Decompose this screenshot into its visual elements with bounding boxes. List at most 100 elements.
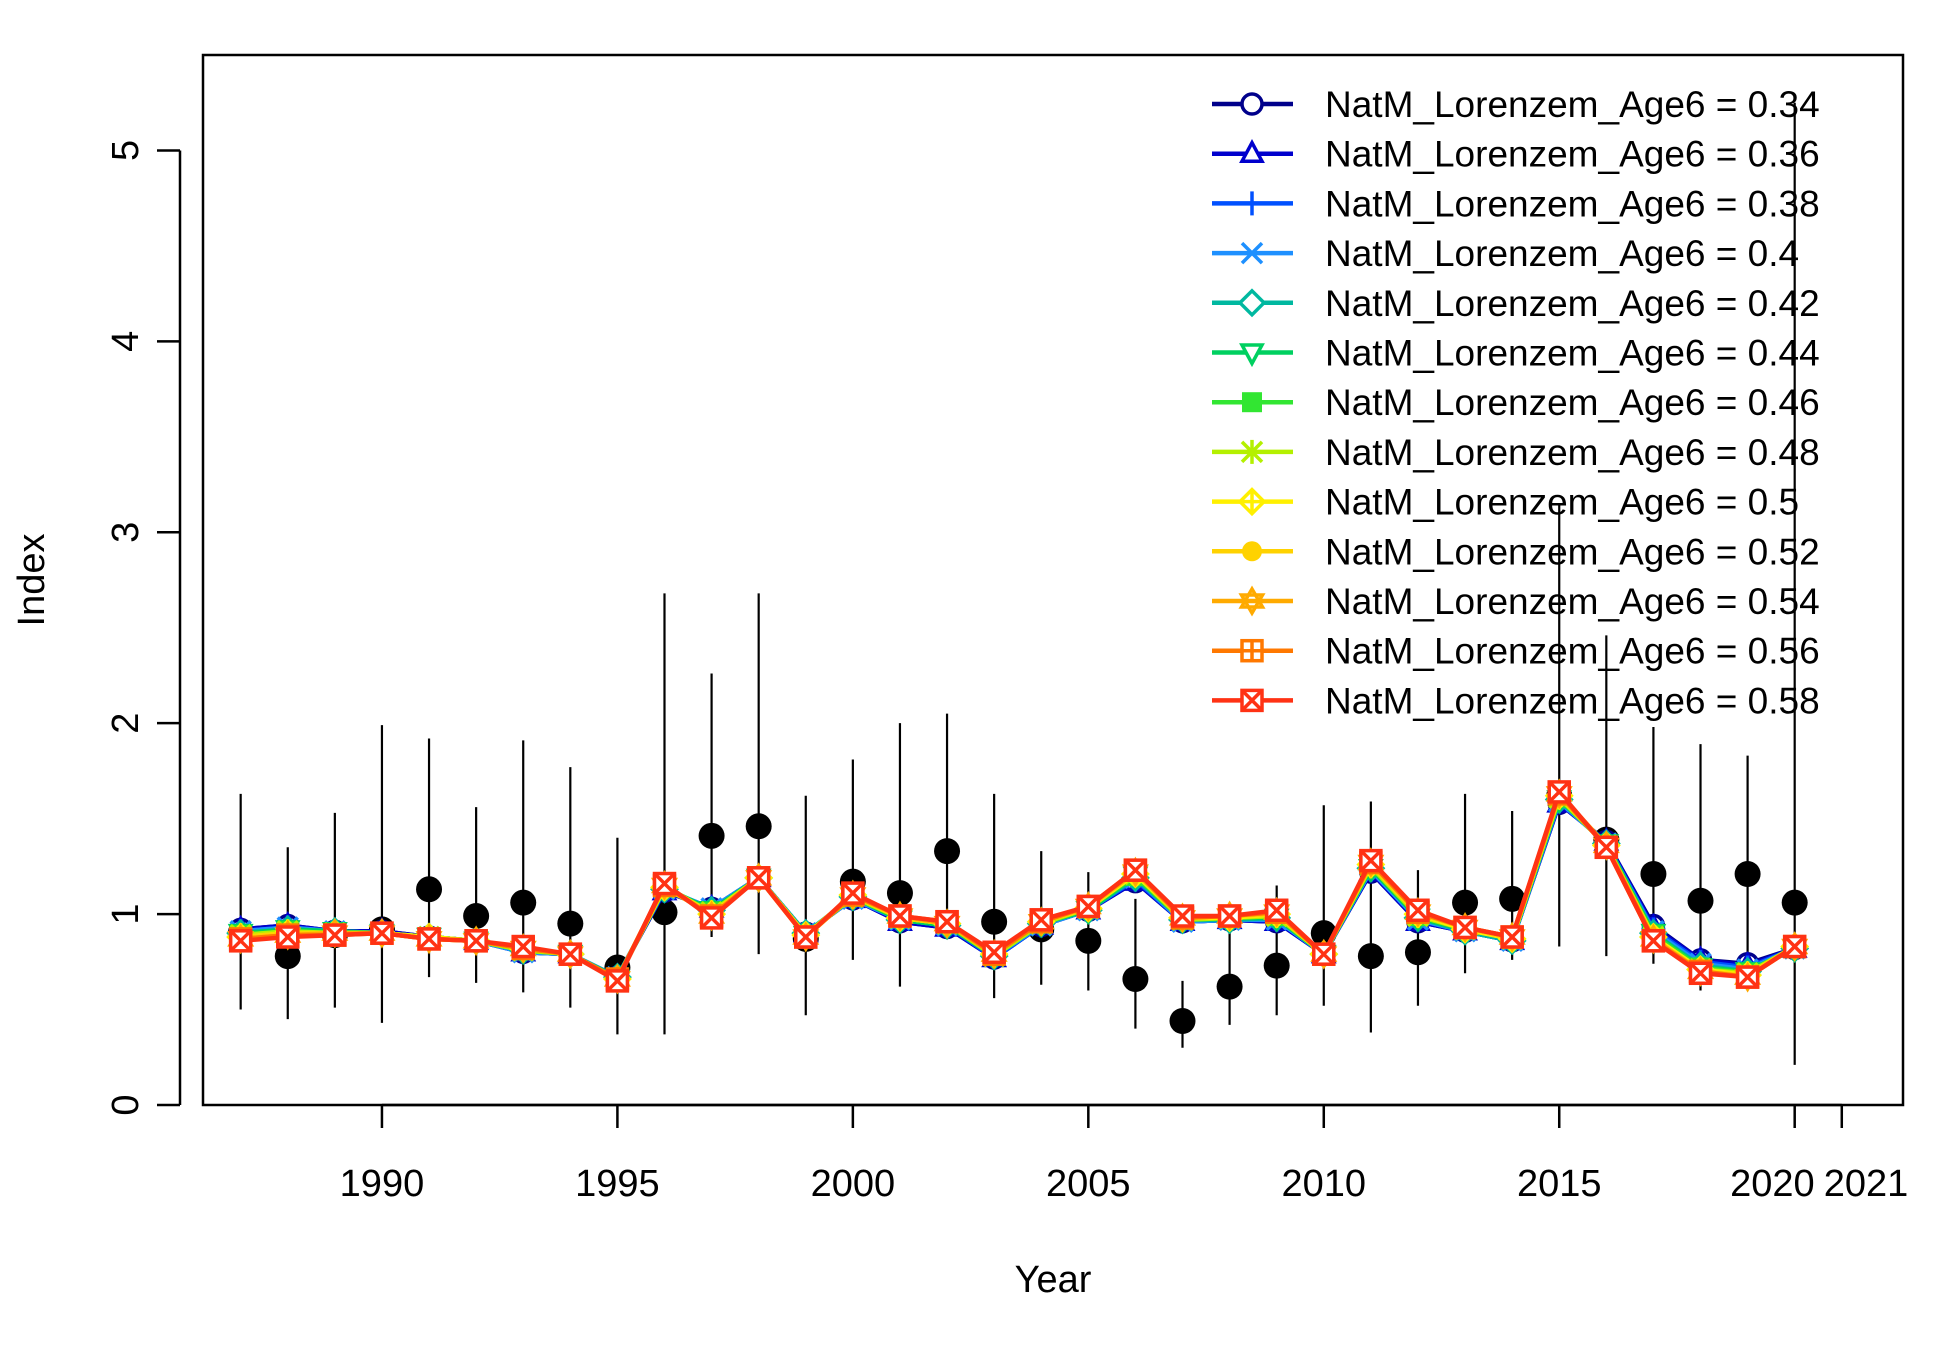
legend-label: NatM_Lorenzem_Age6 = 0.42 (1325, 283, 1820, 324)
series-point (605, 969, 630, 993)
legend-entry: NatM_Lorenzem_Age6 = 0.5 (1212, 482, 1799, 523)
legend-label: NatM_Lorenzem_Age6 = 0.56 (1325, 631, 1820, 672)
x-axis-label: Year (1015, 1259, 1092, 1301)
legend-label: NatM_Lorenzem_Age6 = 0.38 (1325, 183, 1820, 224)
series-point (1076, 894, 1101, 919)
series-point (1735, 965, 1760, 989)
y-tick-label: 2 (105, 713, 147, 734)
legend-entry: NatM_Lorenzem_Age6 = 0.46 (1212, 382, 1820, 423)
x-tick-label: 2010 (1282, 1163, 1367, 1205)
legend-label: NatM_Lorenzem_Age6 = 0.44 (1325, 333, 1820, 374)
observed-point (745, 813, 772, 840)
series-point (1264, 898, 1289, 923)
legend-entry: NatM_Lorenzem_Age6 = 0.44 (1212, 333, 1820, 374)
observed-point (698, 822, 725, 849)
observed-point (1263, 952, 1290, 979)
series-point (1641, 929, 1666, 953)
legend-label: NatM_Lorenzem_Age6 = 0.54 (1325, 581, 1820, 622)
series-8 (228, 785, 1807, 991)
series-point (841, 881, 865, 905)
observed-point (981, 908, 1008, 935)
legend-label: NatM_Lorenzem_Age6 = 0.46 (1325, 382, 1820, 423)
x-tick-label: 1990 (340, 1163, 425, 1205)
series-point (511, 934, 535, 959)
series-point (558, 942, 583, 966)
observed-point (557, 910, 584, 937)
series-point (323, 923, 347, 947)
series-4 (229, 790, 1806, 989)
observed-point (510, 889, 537, 916)
series-point (935, 909, 959, 934)
series-point (1123, 858, 1148, 882)
legend-label: NatM_Lorenzem_Age6 = 0.34 (1325, 84, 1820, 125)
legend-label: NatM_Lorenzem_Age6 = 0.5 (1325, 482, 1799, 523)
series-point (1217, 904, 1242, 928)
series-point (746, 866, 771, 890)
observed-point (1499, 885, 1526, 912)
series-3 (228, 789, 1807, 990)
series-point (982, 940, 1006, 965)
observed-point (1357, 943, 1384, 970)
y-tick-label: 3 (105, 522, 147, 543)
series-point (417, 927, 441, 951)
y-tick-label: 5 (105, 140, 147, 161)
legend-entry: NatM_Lorenzem_Age6 = 0.4 (1212, 233, 1799, 274)
series-13 (228, 780, 1807, 993)
legend-label: NatM_Lorenzem_Age6 = 0.48 (1325, 432, 1820, 473)
series-line (240, 789, 1796, 984)
x-tick-label: 2000 (811, 1163, 896, 1205)
observed-point (1687, 887, 1714, 914)
observed-point (1122, 966, 1149, 992)
series-point (1170, 904, 1195, 928)
legend-label: NatM_Lorenzem_Age6 = 0.58 (1325, 680, 1820, 721)
x-tick-label: 2015 (1517, 1163, 1602, 1205)
legend-entry: NatM_Lorenzem_Age6 = 0.56 (1212, 631, 1820, 672)
legend: NatM_Lorenzem_Age6 = 0.34 NatM_Lorenzem_A… (1212, 84, 1820, 721)
legend-entry: NatM_Lorenzem_Age6 = 0.48 (1212, 432, 1820, 473)
observed-point (274, 943, 301, 970)
series-point (1406, 898, 1430, 923)
series-6 (227, 790, 1808, 994)
series-10 (230, 785, 1805, 989)
series-5 (226, 785, 1810, 992)
series-point (652, 871, 677, 896)
series-point (888, 904, 912, 928)
y-axis-label: Index (11, 534, 53, 627)
series-point (699, 906, 724, 930)
observed-point (1640, 861, 1667, 887)
series-2 (227, 788, 1808, 987)
x-tick-label: 2021 (1824, 1163, 1909, 1205)
observed-point (934, 838, 961, 865)
series-12 (228, 782, 1807, 991)
observed-point (463, 903, 490, 929)
series-point (276, 925, 300, 949)
observed-point (1734, 861, 1761, 887)
legend-entry: NatM_Lorenzem_Age6 = 0.36 (1212, 134, 1820, 175)
observed-point (1169, 1008, 1196, 1034)
observed-point (1404, 939, 1431, 966)
y-tick-label: 0 (105, 1094, 147, 1115)
model-series (226, 778, 1810, 995)
series-point (1500, 925, 1524, 949)
series-point (464, 929, 488, 953)
observed-point (1452, 889, 1479, 916)
series-point (1782, 934, 1807, 959)
series-point (1594, 835, 1619, 860)
legend-entry: NatM_Lorenzem_Age6 = 0.58 (1212, 680, 1820, 721)
y-tick-label: 4 (105, 331, 147, 352)
axes: 1990 1995 2000 2005 2010 2015 2020 2021 0 1 2 3 4 5 (105, 140, 1908, 1205)
series-point (1547, 780, 1571, 804)
y-tick-label: 1 (105, 904, 147, 925)
observed-point (1075, 927, 1102, 954)
series-point (1688, 961, 1713, 986)
observed-point (1216, 973, 1243, 1000)
observed-point (1781, 889, 1808, 916)
series-point (228, 929, 253, 953)
observed-data (227, 102, 1808, 1065)
legend-entry: NatM_Lorenzem_Age6 = 0.34 (1212, 84, 1820, 125)
observed-point (416, 876, 443, 903)
x-tick-label: 2005 (1046, 1163, 1131, 1205)
legend-entry: NatM_Lorenzem_Age6 = 0.38 (1212, 183, 1820, 224)
series-point (1312, 942, 1336, 966)
